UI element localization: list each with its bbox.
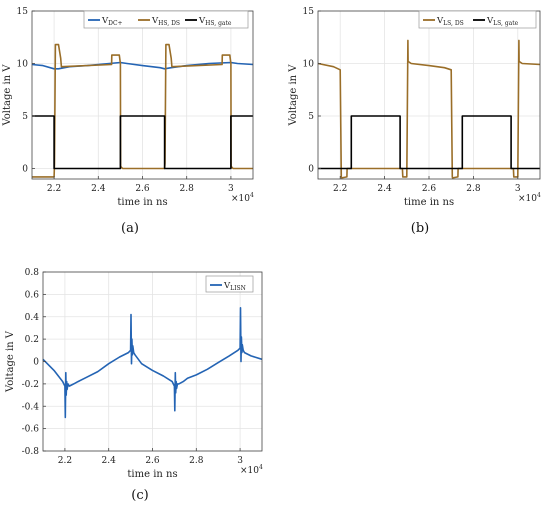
- a-x-axis-label: time in ns: [117, 197, 167, 208]
- a-y-tick-label: 10: [17, 60, 29, 70]
- a-grid: [32, 10, 253, 179]
- a-x-scale-factor: ×104: [231, 192, 254, 204]
- b-x-scale-base: ×10: [518, 194, 537, 204]
- a-legend-sub-2: HS, DS: [158, 20, 180, 27]
- b-x-tick-label: 2.8: [466, 184, 481, 194]
- c-legend-name-1: V: [223, 281, 231, 291]
- a-y-tick-label: 5: [22, 112, 28, 122]
- c-grid: [43, 271, 262, 452]
- panel-b: 2.2 2.4 2.6 2.8 3 0 5 10 15 time in ns Voltage i…: [288, 7, 541, 236]
- b-legend-sub-1: LS, DS: [443, 20, 464, 27]
- a-legend-sub-3: HS, gate: [205, 20, 232, 27]
- c-y-tick-label: -0.8: [22, 447, 40, 457]
- a-legend-name-3: V: [198, 16, 206, 26]
- b-y-tick-label: 5: [308, 112, 314, 122]
- c-y-tick-label: 0.4: [25, 313, 40, 323]
- caption-a: (a): [121, 221, 139, 236]
- c-legend-label-1: VLISN: [223, 281, 246, 292]
- a-lines: [31, 43, 254, 178]
- b-y-axis-label: Voltage in V: [288, 64, 299, 127]
- caption-b: (b): [411, 221, 429, 236]
- a-x-tick-label: 2.6: [135, 184, 150, 194]
- b-x-tick-label: 2.4: [377, 184, 392, 194]
- a-x-tick-label: 2.4: [91, 184, 106, 194]
- b-y-tick-label: 15: [303, 7, 315, 17]
- b-legend-name-2: V: [486, 16, 494, 26]
- c-legend-box: [205, 275, 254, 293]
- c-series-line-1: [42, 306, 263, 419]
- b-ticks: 2.2 2.4 2.6 2.8 3 0 5 10 15: [303, 7, 521, 194]
- a-x-tick-label: 2.2: [47, 184, 61, 194]
- c-x-tick-label: 3: [237, 456, 243, 466]
- a-legend-label-2: VHS, DS: [151, 16, 180, 27]
- c-lines: [42, 306, 263, 419]
- a-y-tick-label: 0: [22, 165, 28, 175]
- c-y-tick-label: 0: [33, 358, 39, 368]
- c-x-tick-label: 2.4: [102, 456, 117, 466]
- a-y-axis-label: Voltage in V: [2, 64, 13, 127]
- c-legend: VLISN: [205, 275, 254, 293]
- panel-c: 2.2 2.4 2.6 2.8 3 -0.8 -0.6 -0.4 -0.2 0 0.2 0.4 0.6 0…: [5, 268, 263, 503]
- c-y-tick-label: 0.8: [25, 268, 40, 278]
- b-x-axis-label: time in ns: [404, 197, 454, 208]
- c-x-scale-factor: ×104: [240, 464, 263, 476]
- c-y-tick-label: -0.6: [22, 425, 40, 435]
- a-series-line-3: [32, 115, 253, 170]
- a-x-tick-label: 3: [228, 184, 234, 194]
- a-series-line-1: [31, 61, 254, 70]
- c-y-tick-label: 0.6: [25, 290, 40, 300]
- c-y-tick-label: 0.2: [25, 335, 39, 345]
- a-x-scale-exp: 4: [250, 192, 254, 199]
- c-x-axis-label: time in ns: [127, 469, 177, 480]
- c-x-tick-label: 2.6: [145, 456, 160, 466]
- a-x-scale-base: ×10: [231, 194, 250, 204]
- c-y-tick-label: -0.4: [22, 402, 40, 412]
- a-legend-label-3: VHS, gate: [198, 16, 232, 27]
- b-y-tick-label: 10: [303, 60, 315, 70]
- b-legend-name-1: V: [436, 16, 444, 26]
- b-x-tick-label: 2.2: [333, 184, 347, 194]
- c-y-tick-label: -0.2: [22, 380, 39, 390]
- a-legend-sub-1: DC+: [108, 20, 122, 27]
- c-x-tick-label: 2.8: [189, 456, 204, 466]
- a-series-line-2: [32, 43, 253, 178]
- b-x-scale-factor: ×104: [518, 192, 541, 204]
- a-legend-label-1: VDC+: [101, 16, 123, 27]
- b-legend: VLS, DS VLS, gate: [418, 10, 537, 29]
- b-legend-sub-2: LS, gate: [493, 20, 519, 27]
- b-legend-label-2: VLS, gate: [486, 16, 519, 27]
- a-legend-box: [83, 10, 249, 29]
- b-lines: [317, 39, 541, 179]
- a-legend-name-2: V: [151, 16, 159, 26]
- c-legend-sub-1: LISN: [230, 285, 246, 292]
- b-series-line-2: [318, 115, 540, 170]
- c-x-scale-exp: 4: [259, 464, 263, 471]
- a-legend-name-1: V: [101, 16, 109, 26]
- b-x-scale-exp: 4: [537, 192, 541, 199]
- c-x-scale-base: ×10: [240, 466, 259, 476]
- c-x-tick-label: 2.2: [58, 456, 72, 466]
- c-ticks: 2.2 2.4 2.6 2.8 3 -0.8 -0.6 -0.4 -0.2 0 0.2 0.4 0.6 0…: [22, 268, 244, 466]
- b-legend-label-1: VLS, DS: [436, 16, 464, 27]
- b-x-tick-label: 2.6: [422, 184, 437, 194]
- b-series-line-1: [317, 39, 541, 179]
- a-ticks: 2.2 2.4 2.6 2.8 3 0 5 10 15: [17, 7, 234, 194]
- a-legend: VDC+ VHS, DS VHS, gate: [83, 10, 249, 29]
- caption-c: (c): [131, 488, 148, 503]
- a-x-tick-label: 2.8: [180, 184, 195, 194]
- b-x-tick-label: 3: [515, 184, 521, 194]
- c-y-axis-label: Voltage in V: [5, 330, 16, 393]
- panel-a: 2.2 2.4 2.6 2.8 3 0 5 10 15 time in ns Voltage i…: [2, 7, 254, 236]
- a-y-tick-label: 15: [17, 7, 29, 17]
- b-y-tick-label: 0: [308, 165, 314, 175]
